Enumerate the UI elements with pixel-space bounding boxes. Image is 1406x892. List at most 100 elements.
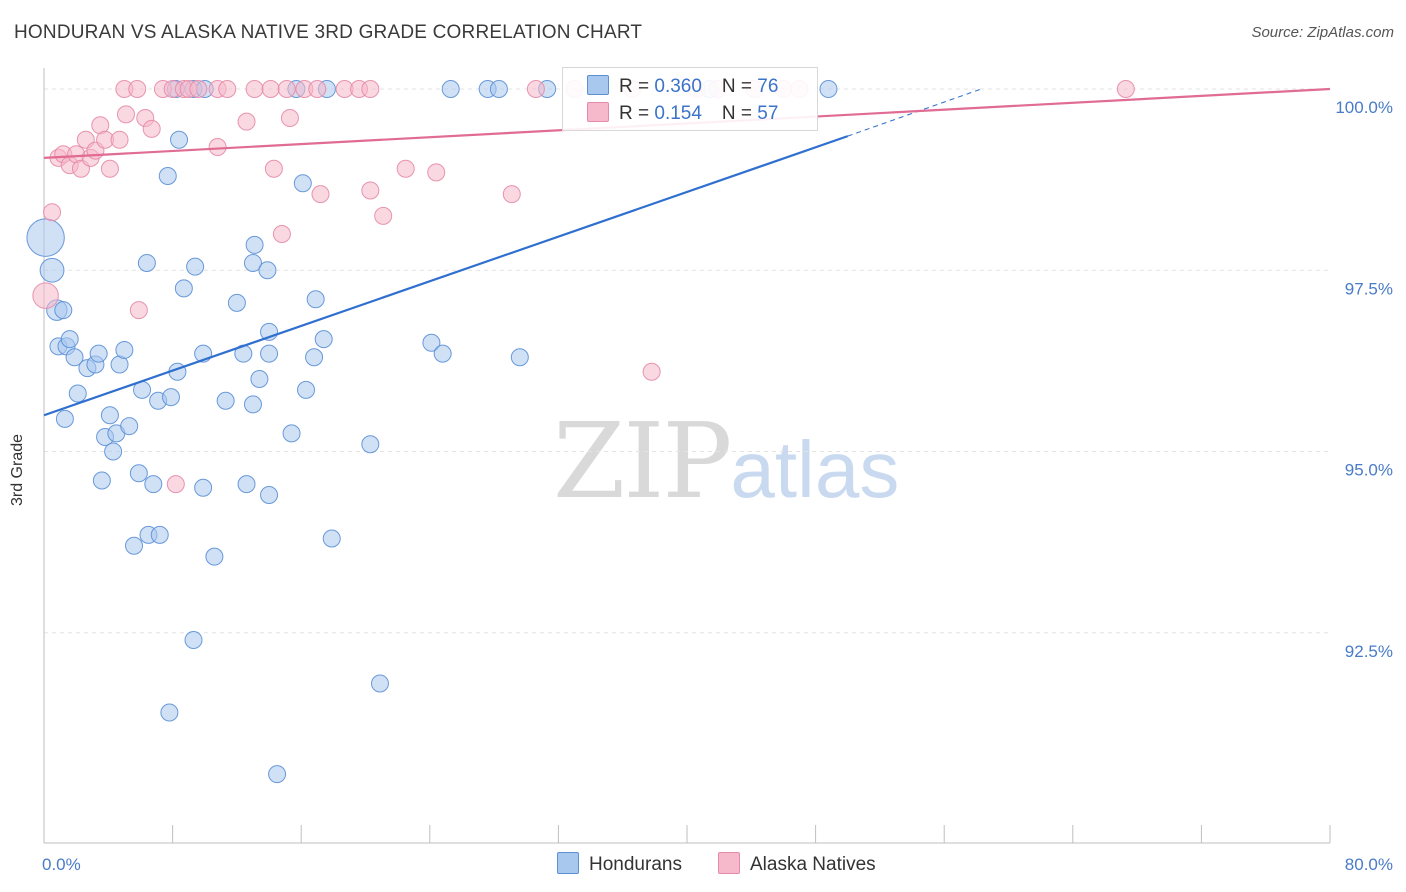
alaska-native-point (110, 130, 129, 149)
y-tick-label: 100.0% (1335, 98, 1393, 117)
honduran-point (170, 130, 189, 149)
honduran-point (68, 384, 87, 403)
honduran-point (39, 257, 65, 283)
legend-n-label: N = (721, 76, 758, 97)
honduran-point (282, 424, 301, 443)
series-label: Alaska Natives (750, 854, 876, 875)
legend-swatch-pink (587, 102, 609, 122)
watermark-zip: ZIP (553, 400, 732, 522)
alaska-native-point (272, 225, 291, 243)
honduran-point (184, 631, 203, 649)
honduran-point (819, 80, 838, 98)
alaska-native-point (277, 80, 296, 98)
legend-r-value: 0.154 (654, 103, 702, 124)
honduran-point (115, 341, 134, 359)
alaska-native-point (526, 80, 545, 98)
honduran-point (160, 703, 179, 722)
honduran-point (293, 174, 312, 193)
watermark-atlas: atlas (730, 425, 900, 514)
alaska-native-point (361, 80, 380, 98)
honduran-point (104, 442, 123, 461)
honduran-point (314, 330, 333, 349)
alaska-native-point (261, 80, 280, 98)
alaska-native-point (237, 112, 256, 131)
x-tick-label: 80.0% (1345, 855, 1393, 874)
honduran-point (227, 293, 246, 312)
series-legend-hondurans[interactable]: Hondurans (557, 852, 682, 876)
alaska-native-point (264, 159, 283, 178)
alaska-native-point (642, 362, 661, 381)
honduran-point (125, 536, 144, 555)
series-legend-alaska-natives[interactable]: Alaska Natives (718, 852, 876, 876)
alaska-native-point (129, 301, 148, 320)
honduran-point (158, 167, 177, 185)
honduran-point (137, 254, 156, 272)
alaska-native-point (374, 206, 393, 225)
honduran-point (55, 409, 74, 428)
legend-row-hondurans: R = 0.360 N = 76 (587, 75, 778, 99)
watermark: ZIPatlas (553, 400, 899, 522)
honduran-point (161, 388, 180, 407)
honduran-point (237, 475, 256, 494)
alaska-native-point (1116, 80, 1135, 98)
honduran-point (245, 235, 264, 254)
honduran-point (205, 547, 224, 566)
legend-r-label: R = (619, 76, 655, 97)
alaska-native-point (502, 185, 521, 204)
honduran-point (174, 279, 193, 298)
x-tick-label: 0.0% (42, 855, 81, 874)
honduran-point (186, 257, 205, 276)
legend-row-alaska-natives: R = 0.154 N = 57 (587, 102, 778, 126)
alaska-native-point (396, 159, 415, 178)
alaska-native-point (308, 80, 327, 98)
honduran-point (144, 475, 163, 494)
honduran-point (489, 80, 508, 98)
honduran-point (305, 348, 324, 367)
honduran-point (60, 330, 79, 349)
honduran-point (268, 765, 287, 784)
alaska-native-point (116, 105, 135, 124)
legend-n-value: 57 (757, 103, 779, 124)
series-swatch-pink (718, 852, 740, 874)
legend-swatch-blue (587, 75, 609, 95)
honduran-point (243, 395, 262, 414)
alaska-native-point (245, 80, 264, 98)
honduran-point (150, 525, 169, 544)
honduran-point (510, 348, 529, 367)
y-tick-label: 92.5% (1345, 642, 1393, 661)
stats-legend: R = 0.360 N = 76 R = 0.154 N = 57 (562, 67, 818, 131)
legend-n-label: N = (721, 103, 758, 124)
honduran-point (361, 435, 380, 454)
honduran-point (250, 370, 269, 388)
legend-r-value: 0.360 (654, 76, 702, 97)
alaska-native-point (208, 138, 227, 156)
source-label: Source: ZipAtlas.com (1251, 24, 1394, 41)
alaska-native-point (311, 185, 330, 204)
honduran-point (26, 218, 65, 257)
honduran-point (100, 406, 119, 425)
honduran-point (441, 80, 460, 98)
series-legend: Hondurans Alaska Natives (0, 852, 1406, 878)
honduran-trendline-extension (847, 88, 982, 137)
alaska-native-point (43, 203, 62, 222)
alaska-native-point (142, 119, 161, 138)
alaska-native-point (32, 282, 59, 309)
honduran-point (306, 290, 325, 309)
honduran-point (243, 254, 262, 272)
honduran-point (433, 344, 452, 363)
alaska-native-point (128, 80, 147, 98)
honduran-point (370, 674, 389, 693)
series-swatch-blue (557, 852, 579, 874)
honduran-trendline (43, 135, 849, 417)
alaska-native-point (189, 80, 208, 98)
honduran-point (322, 529, 341, 548)
y-tick-label: 95.0% (1345, 461, 1393, 480)
honduran-point (129, 464, 148, 483)
legend-r-label: R = (619, 103, 655, 124)
honduran-point (54, 301, 73, 320)
series-label: Hondurans (589, 854, 682, 875)
legend-n-value: 76 (757, 76, 779, 97)
alaska-native-point (166, 475, 185, 494)
honduran-point (258, 261, 277, 280)
